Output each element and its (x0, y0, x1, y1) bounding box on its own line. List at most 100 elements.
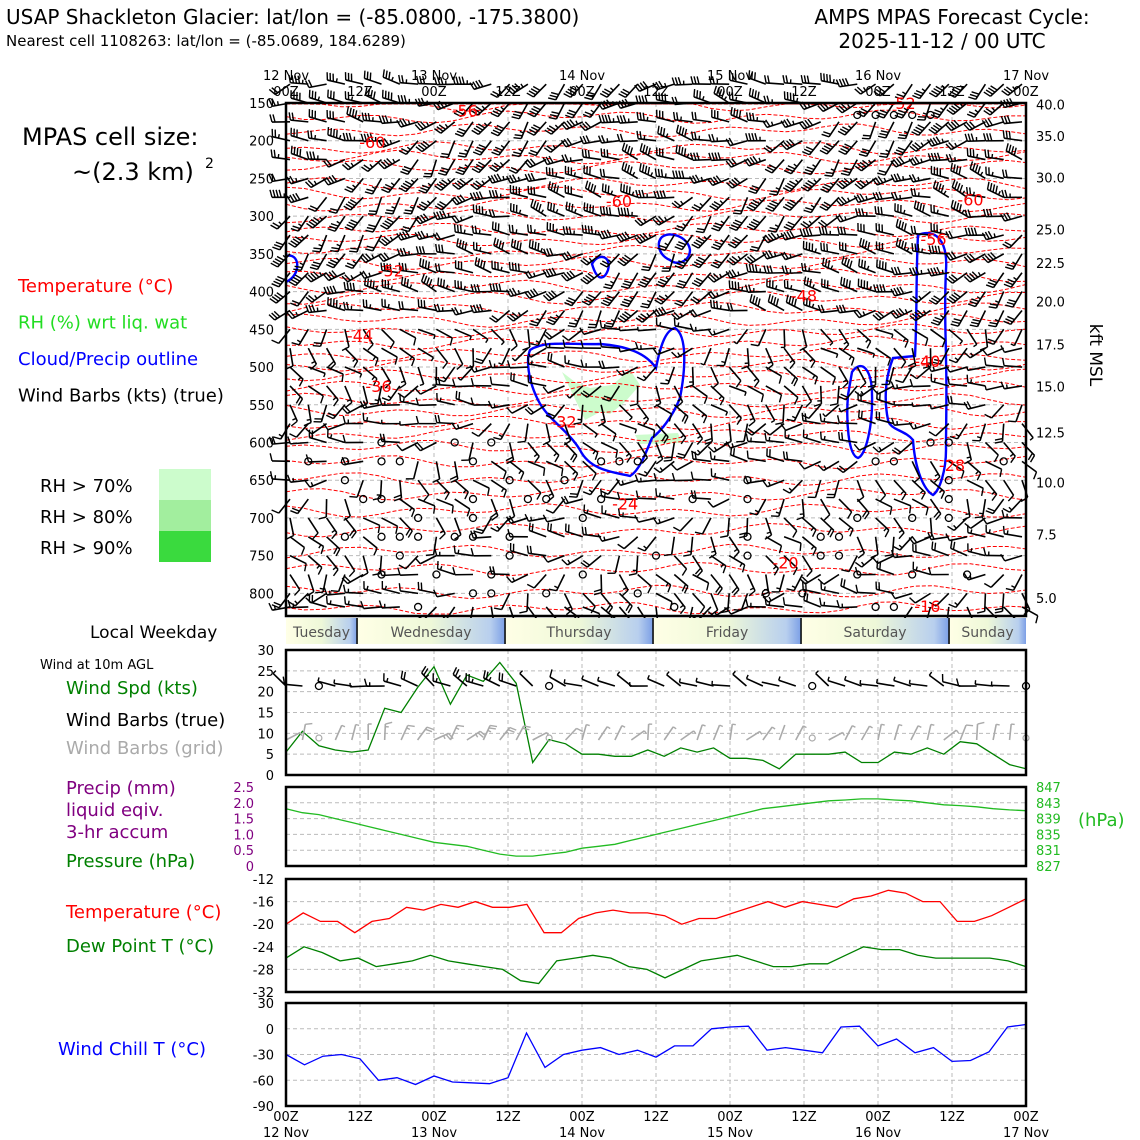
wind-barb (964, 209, 986, 218)
barb-flag (841, 432, 844, 441)
barb-flag (517, 263, 520, 272)
wind-barb (417, 366, 425, 387)
barb-flag (953, 119, 960, 127)
wind-barb (361, 158, 383, 172)
barb-flag (639, 234, 646, 241)
barb-shaft (564, 346, 583, 349)
barb-flag (420, 201, 429, 207)
barb-flag (743, 159, 750, 167)
barb-flag (898, 532, 905, 540)
barb-flag (984, 413, 992, 419)
barb-half-flag (991, 153, 994, 159)
wind-barb (290, 291, 309, 307)
barb-shaft (929, 460, 941, 478)
barb-flag (604, 297, 613, 302)
barb-half-flag (317, 96, 321, 101)
barb-flag (625, 603, 631, 612)
barb-flag (289, 194, 295, 202)
barb-flag (582, 122, 589, 130)
barb-flag (678, 241, 686, 246)
barb-flag (383, 236, 391, 243)
barb-half-flag (311, 360, 316, 364)
barb-flag (946, 297, 954, 304)
wind-barb (600, 148, 620, 161)
wind-barb (472, 479, 490, 496)
wind-barb (655, 442, 664, 465)
wind-barb (544, 121, 566, 135)
barb-flag (653, 472, 657, 481)
barb-half-flag (634, 429, 638, 434)
wind-barb (620, 291, 639, 308)
barb-flag (530, 320, 539, 324)
barb-flag (671, 202, 679, 209)
barb-flag (1002, 507, 1011, 513)
barb-flag (877, 172, 886, 176)
barb-flag (343, 281, 346, 290)
barb-flag (787, 201, 795, 207)
barb-flag (545, 509, 554, 514)
barb-flag (418, 189, 427, 194)
barb-flag (963, 401, 969, 410)
barb-flag (821, 203, 829, 209)
barb-half-flag (338, 134, 342, 140)
barb-flag (437, 415, 441, 423)
wind-barb (305, 304, 327, 314)
barb-flag (420, 230, 426, 239)
barb-flag (363, 70, 366, 79)
wind-barb (801, 536, 817, 556)
wind-barb (765, 536, 783, 554)
barb-half-flag (920, 158, 923, 163)
wind-barb (670, 460, 693, 471)
barb-flag (341, 275, 349, 283)
barb-flag (563, 252, 570, 260)
wind-barb (381, 419, 400, 425)
wind-barb (399, 517, 413, 538)
barb-flag (364, 112, 368, 121)
barb-flag (842, 170, 851, 174)
legend-item: Cloud/Precip outline (18, 349, 198, 370)
barb-flag (817, 578, 825, 585)
wind-barb (584, 83, 602, 101)
barb-flag (890, 417, 895, 426)
barb-flag (288, 601, 296, 607)
barb-flag (620, 207, 624, 216)
barb-shaft (1004, 347, 1023, 354)
barb-flag (836, 467, 844, 474)
wind-barb (420, 273, 437, 293)
barb-flag (823, 514, 831, 521)
barb-flag (276, 255, 285, 261)
barb-flag (384, 183, 393, 189)
wind-barb (582, 592, 596, 614)
barb-half-flag (646, 299, 652, 303)
barb-half-flag (789, 359, 794, 364)
barb-flag (398, 383, 407, 389)
barb-flag (419, 75, 423, 84)
barb-half-flag (849, 178, 854, 183)
wind-barb (471, 121, 492, 136)
barb-flag (912, 295, 920, 302)
barb-half-flag (517, 289, 521, 295)
wind-barb (417, 299, 437, 312)
wind-barb (488, 189, 510, 199)
barb-flag (612, 433, 617, 442)
wind-barb (801, 347, 816, 369)
barb-flag (401, 262, 404, 271)
barb-flag (624, 311, 632, 317)
barb-flag (397, 392, 405, 399)
barb-flag (1004, 266, 1013, 270)
barb-flag (359, 271, 366, 279)
barb-flag (932, 319, 941, 324)
barb-flag (808, 228, 813, 236)
barb-flag (383, 252, 390, 260)
wind-barb (323, 158, 346, 168)
barb-flag (276, 292, 284, 298)
wind-barb (748, 87, 767, 104)
barb-flag (294, 75, 298, 84)
barb-flag (710, 177, 716, 185)
barb-flag (342, 434, 346, 443)
barb-flag (899, 286, 905, 295)
barb-flag (894, 96, 903, 100)
barb-flag (728, 180, 736, 187)
barb-half-flag (352, 358, 356, 363)
barb-half-flag (696, 449, 701, 454)
